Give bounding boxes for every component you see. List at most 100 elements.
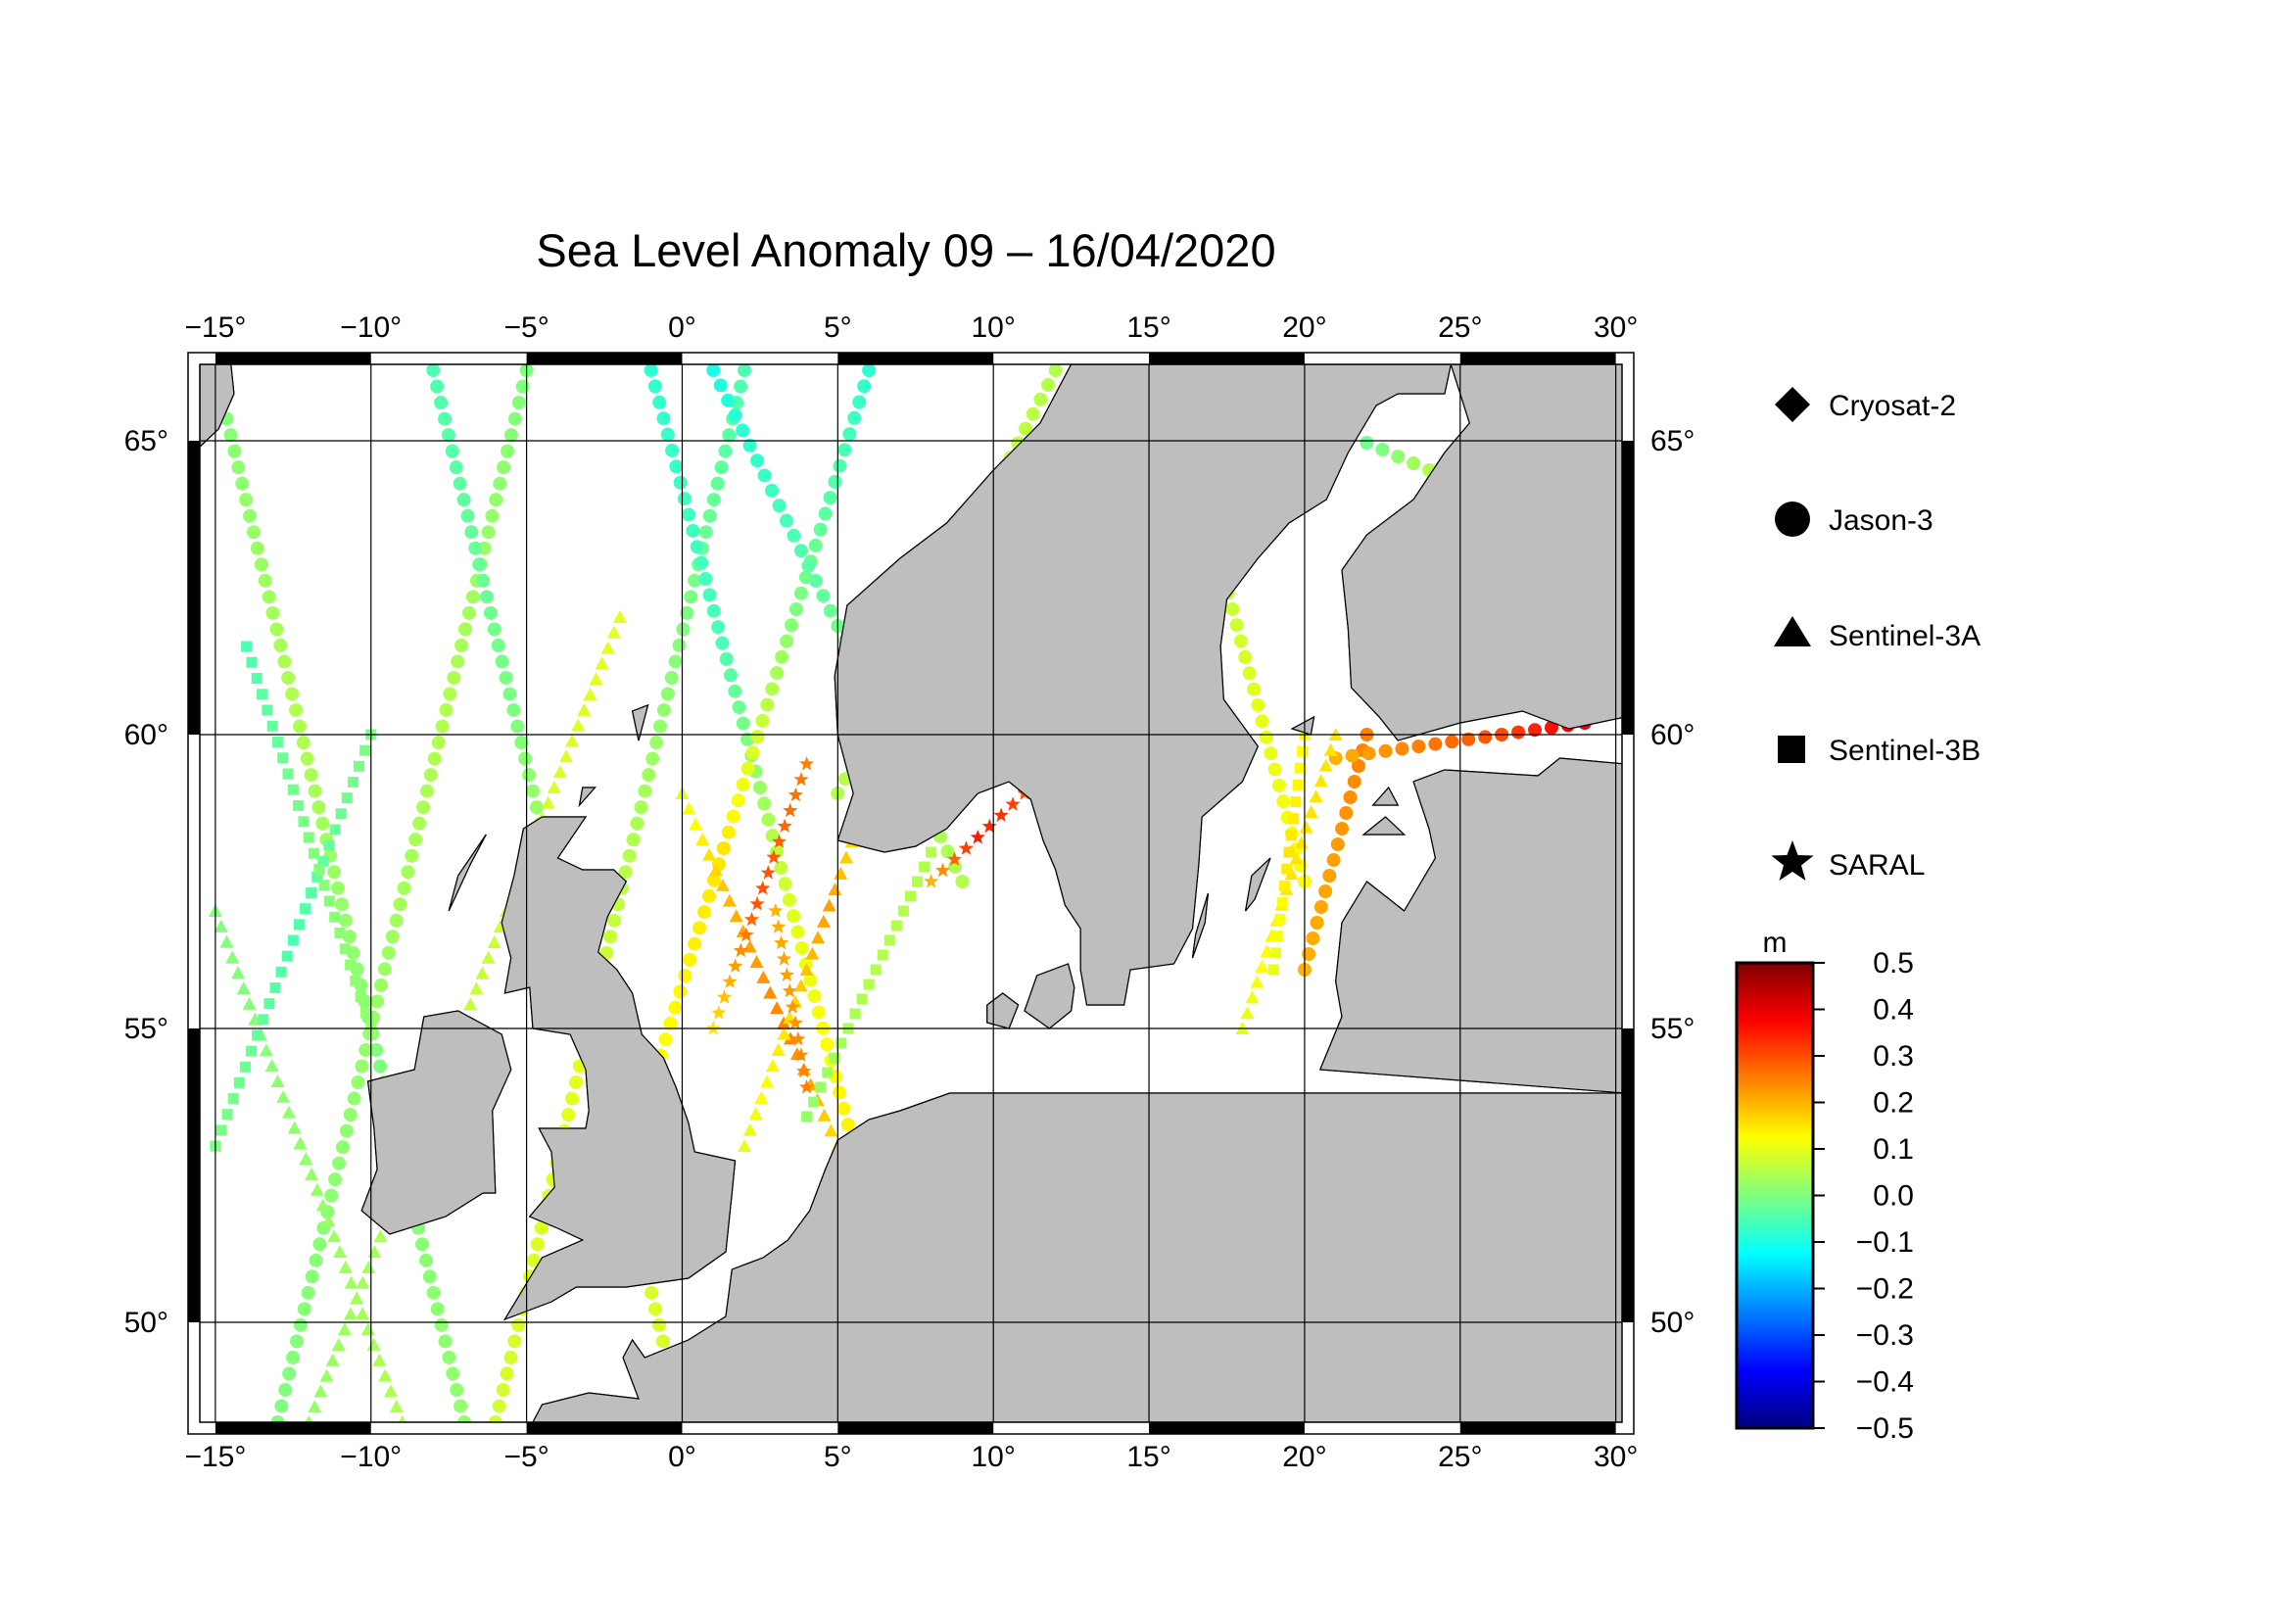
point-saral: [705, 1021, 721, 1035]
point-jason-3: [373, 1059, 388, 1074]
point-jason-3: [427, 751, 442, 766]
point-sentinel-3b: [1272, 931, 1284, 942]
point-sentinel-3a: [729, 909, 743, 923]
point-sentinel-3a: [276, 1089, 291, 1103]
lon-tick-label-bottom: 10°: [972, 1441, 1016, 1473]
lon-tick-label-bottom: 0°: [668, 1441, 696, 1473]
point-sentinel-3a: [319, 1368, 334, 1382]
point-jason-3: [235, 476, 250, 491]
point-jason-3: [331, 1156, 346, 1170]
frame-band: [188, 441, 200, 735]
point-sentinel-3a: [242, 996, 257, 1010]
point-sentinel-3a: [722, 893, 737, 907]
point-jason-3: [793, 544, 808, 558]
point-jason-3: [450, 1382, 464, 1397]
point-sentinel-3b: [347, 776, 358, 788]
point-jason-3: [706, 364, 721, 377]
point-jason-3: [648, 1302, 663, 1316]
point-jason-3: [457, 1415, 472, 1422]
point-jason-3: [1026, 406, 1040, 421]
point-sentinel-3b: [1267, 964, 1279, 976]
point-jason-3: [757, 468, 772, 483]
point-sentinel-3b: [1278, 880, 1290, 891]
point-sentinel-3a: [763, 985, 778, 999]
point-sentinel-3b: [856, 993, 868, 1005]
point-jason-3: [461, 605, 476, 620]
point-jason-3: [649, 736, 664, 750]
point-jason-3: [397, 881, 411, 895]
point-jason-3: [694, 555, 709, 570]
point-sentinel-3a: [337, 1322, 352, 1336]
point-sentinel-3b: [293, 800, 305, 811]
point-sentinel-3b: [308, 847, 319, 859]
point-jason-3: [355, 1059, 369, 1074]
point-sentinel-3b: [252, 1029, 263, 1041]
point-sentinel-3a: [777, 1027, 791, 1040]
point-jason-3: [334, 897, 349, 912]
point-sentinel-3a: [828, 883, 842, 896]
point-jason-3: [1428, 737, 1443, 751]
point-jason-3: [493, 476, 507, 491]
point-sentinel-3b: [1276, 896, 1288, 908]
lon-tick-label-bottom: 20°: [1282, 1441, 1326, 1473]
point-sentinel-3a: [1323, 742, 1338, 756]
lon-tick-label-bottom: −5°: [504, 1441, 549, 1473]
point-jason-3: [1271, 778, 1286, 792]
point-jason-3: [358, 1042, 373, 1057]
point-sentinel-3b: [890, 920, 902, 931]
star-icon: [1771, 840, 1814, 881]
point-sentinel-3b: [282, 768, 294, 780]
point-saral: [783, 802, 798, 818]
point-saral: [993, 807, 1009, 822]
point-jason-3: [721, 393, 736, 407]
point-jason-3: [1238, 649, 1253, 664]
point-sentinel-3a: [1250, 975, 1265, 988]
point-sentinel-3b: [1292, 779, 1304, 790]
point-jason-3: [296, 736, 310, 750]
point-sentinel-3b: [227, 1093, 239, 1105]
point-sentinel-3a: [742, 1122, 757, 1136]
point-sentinel-3b: [323, 839, 335, 851]
point-jason-3: [1330, 837, 1345, 851]
point-saral: [788, 787, 803, 802]
point-jason-3: [665, 443, 680, 457]
point-sentinel-3b: [912, 876, 924, 887]
point-jason-3: [1041, 377, 1056, 392]
point-jason-3: [955, 875, 970, 888]
point-jason-3: [1306, 931, 1320, 945]
point-sentinel-3a: [469, 981, 484, 995]
point-jason-3: [1335, 822, 1350, 836]
point-sentinel-3b: [926, 846, 937, 858]
point-sentinel-3a: [816, 914, 831, 928]
point-jason-3: [507, 411, 522, 426]
point-jason-3: [239, 493, 254, 507]
point-jason-3: [682, 507, 696, 522]
point-sentinel-3b: [359, 1007, 371, 1019]
point-sentinel-3b: [815, 1081, 827, 1093]
point-jason-3: [1255, 714, 1269, 729]
point-jason-3: [626, 833, 641, 847]
point-jason-3: [514, 736, 529, 750]
point-sentinel-3b: [877, 949, 888, 961]
point-jason-3: [607, 913, 622, 928]
point-jason-3: [840, 1118, 855, 1132]
point-jason-3: [775, 649, 789, 664]
lon-tick-label-bottom: 5°: [824, 1441, 852, 1473]
point-jason-3: [1259, 730, 1273, 744]
point-sentinel-3a: [1318, 758, 1333, 772]
frame-band: [188, 1028, 200, 1322]
point-jason-3: [331, 881, 346, 895]
point-sentinel-3a: [327, 1229, 342, 1243]
point-saral: [711, 1005, 727, 1020]
point-saral: [785, 999, 800, 1014]
point-sentinel-3b: [271, 737, 283, 747]
point-jason-3: [702, 888, 717, 903]
lat-tick-label-right: 65°: [1650, 425, 1694, 457]
point-sentinel-3b: [334, 928, 346, 938]
point-jason-3: [304, 768, 318, 783]
point-jason-3: [618, 865, 633, 880]
point-sentinel-3b: [904, 890, 916, 902]
point-jason-3: [1411, 740, 1426, 753]
point-jason-3: [430, 1302, 445, 1316]
point-jason-3: [702, 508, 717, 523]
